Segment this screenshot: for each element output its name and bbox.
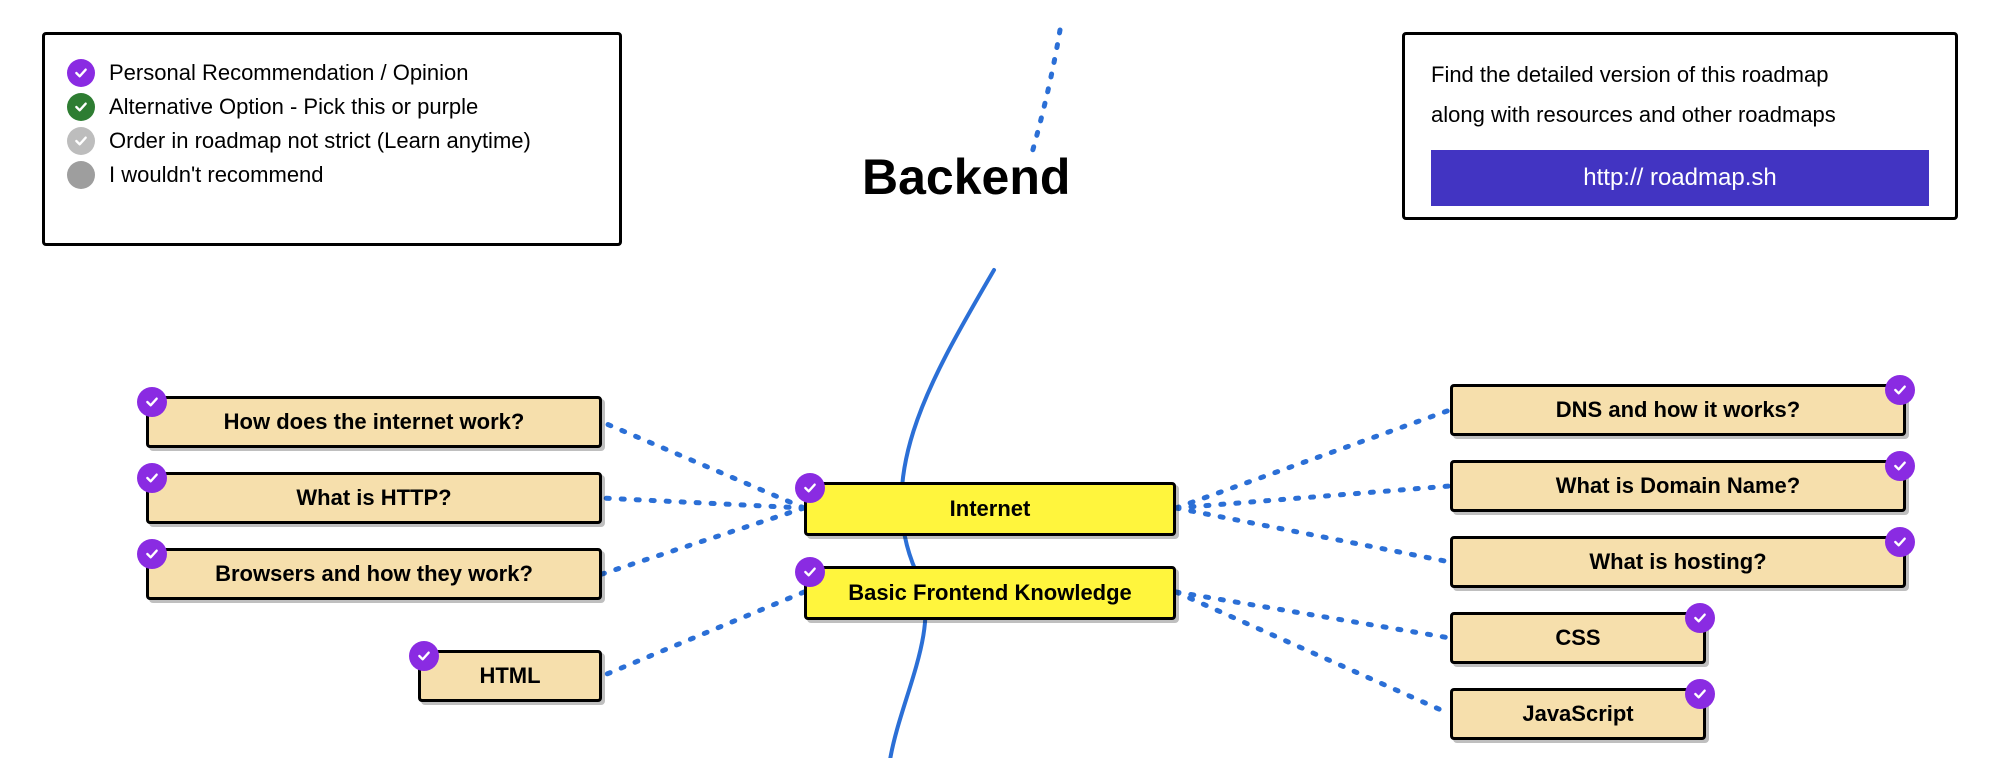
node-label: HTML [479, 663, 540, 688]
legend-box: Personal Recommendation / Opinion Alterna… [42, 32, 622, 246]
page-title: Backend [862, 148, 1070, 206]
node-label: What is HTTP? [296, 485, 451, 510]
legend-badge-icon [67, 93, 95, 121]
check-badge-icon [1885, 375, 1915, 405]
node-label: What is Domain Name? [1556, 473, 1800, 498]
roadmap-link-button[interactable]: http:// roadmap.sh [1431, 150, 1929, 206]
roadmap-node-js[interactable]: JavaScript [1450, 688, 1706, 740]
check-badge-icon [137, 387, 167, 417]
roadmap-node-http[interactable]: What is HTTP? [146, 472, 602, 524]
check-badge-icon [409, 641, 439, 671]
check-badge-icon [1685, 679, 1715, 709]
node-label: How does the internet work? [224, 409, 525, 434]
legend-label: I wouldn't recommend [109, 162, 324, 188]
roadmap-link-text: http:// roadmap.sh [1583, 164, 1776, 191]
legend-label: Personal Recommendation / Opinion [109, 60, 469, 86]
legend-label: Alternative Option - Pick this or purple [109, 94, 478, 120]
node-label: JavaScript [1522, 701, 1633, 726]
node-label: What is hosting? [1589, 549, 1766, 574]
roadmap-node-hosting[interactable]: What is hosting? [1450, 536, 1906, 588]
check-badge-icon [137, 539, 167, 569]
legend-item: Personal Recommendation / Opinion [67, 59, 587, 87]
roadmap-node-css[interactable]: CSS [1450, 612, 1706, 664]
roadmap-node-domain[interactable]: What is Domain Name? [1450, 460, 1906, 512]
info-line1: Find the detailed version of this roadma… [1431, 55, 1929, 95]
check-badge-icon [1685, 603, 1715, 633]
roadmap-node-how-internet[interactable]: How does the internet work? [146, 396, 602, 448]
legend-item: Order in roadmap not strict (Learn anyti… [67, 127, 587, 155]
node-label: Internet [950, 496, 1031, 521]
roadmap-node-dns[interactable]: DNS and how it works? [1450, 384, 1906, 436]
check-badge-icon [1885, 451, 1915, 481]
legend-badge-icon [67, 59, 95, 87]
legend-badge-icon [67, 161, 95, 189]
title-text: Backend [862, 149, 1070, 205]
node-label: DNS and how it works? [1556, 397, 1800, 422]
roadmap-node-internet[interactable]: Internet [804, 482, 1176, 536]
info-line2: along with resources and other roadmaps [1431, 95, 1929, 135]
legend-badge-icon [67, 127, 95, 155]
legend-item: Alternative Option - Pick this or purple [67, 93, 587, 121]
legend-label: Order in roadmap not strict (Learn anyti… [109, 128, 531, 154]
legend-item: I wouldn't recommend [67, 161, 587, 189]
roadmap-node-frontend[interactable]: Basic Frontend Knowledge [804, 566, 1176, 620]
node-label: CSS [1555, 625, 1600, 650]
roadmap-node-html[interactable]: HTML [418, 650, 602, 702]
check-badge-icon [137, 463, 167, 493]
check-badge-icon [1885, 527, 1915, 557]
info-box: Find the detailed version of this roadma… [1402, 32, 1958, 220]
node-label: Basic Frontend Knowledge [848, 580, 1132, 605]
check-badge-icon [795, 557, 825, 587]
check-badge-icon [795, 473, 825, 503]
roadmap-node-browsers[interactable]: Browsers and how they work? [146, 548, 602, 600]
node-label: Browsers and how they work? [215, 561, 533, 586]
